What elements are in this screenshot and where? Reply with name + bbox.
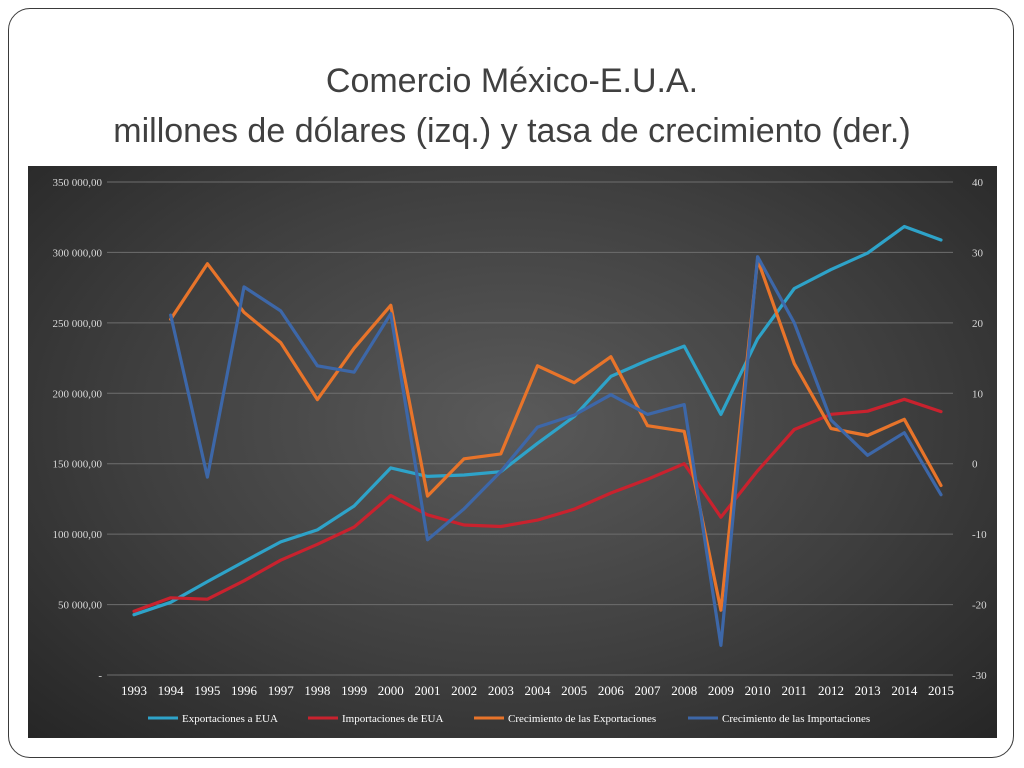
x-tick-label: 1995 [194,683,220,698]
y-left-tick-label: 50 000,00 [58,600,103,612]
x-tick-label: 1997 [268,683,295,698]
slide-title: Comercio México-E.U.A. millones de dólar… [0,56,1024,156]
series-line-exportaciones-a-eua [132,224,943,617]
chart-area: - 50 000,00 100 000,00 150 000,00 200 000,00… [28,166,997,738]
y-right-tick-label: 10 [972,388,984,400]
y-left-tick-label: 200 000,00 [53,388,103,400]
x-tick-label: 2006 [598,683,625,698]
legend-label: Crecimiento de las Importaciones [722,713,870,725]
x-tick-label: 2014 [891,683,918,698]
y-right-tick-label: 30 [972,247,984,259]
x-tick-label: 1999 [341,683,367,698]
title-line-2: millones de dólares (izq.) y tasa de cre… [113,112,911,150]
x-tick-label: 1994 [158,683,185,698]
legend-label: Crecimiento de las Exportaciones [508,713,656,725]
y-right-tick-label: -30 [972,670,987,682]
series-line-crecimiento-de-las-importaciones [169,255,943,647]
y-right-tick-label: 40 [972,177,984,189]
x-tick-label: 1998 [304,683,330,698]
x-tick-label: 2009 [708,683,734,698]
y-right-tick-label: 0 [972,459,978,471]
y-left-tick-label: 150 000,00 [53,459,103,471]
x-tick-label: 2012 [818,683,844,698]
x-tick-label: 1996 [231,683,258,698]
series-line-crecimiento-de-las-exportaciones [169,257,943,612]
title-line-1: Comercio México-E.U.A. [325,62,699,100]
x-tick-label: 2001 [414,683,440,698]
x-tick-label: 2010 [745,683,771,698]
x-tick-label: 2008 [671,683,697,698]
x-tick-label: 2002 [451,683,477,698]
x-tick-label: 2000 [378,683,404,698]
x-tick-label: 2003 [488,683,514,698]
x-tick-label: 2007 [635,683,662,698]
y-left-tick-label: 300 000,00 [53,247,103,259]
y-right-tick-label: 20 [972,318,984,330]
series-line-importaciones-de-eua [132,397,943,613]
y-left-tick-label: 100 000,00 [53,529,103,541]
x-tick-label: 2013 [855,683,881,698]
y-right-tick-label: -10 [972,529,987,541]
y-left-tick-label: 250 000,00 [53,318,103,330]
x-tick-label: 2011 [782,683,808,698]
x-tick-label: 2015 [928,683,954,698]
x-tick-label: 2004 [525,683,552,698]
y-right-tick-label: -20 [972,600,987,612]
x-tick-label: 1993 [121,683,147,698]
y-left-tick-label: 350 000,00 [53,177,103,189]
legend-label: Importaciones de EUA [342,713,443,725]
legend-label: Exportaciones a EUA [182,713,278,725]
y-left-tick-label: - [98,670,102,682]
x-tick-label: 2005 [561,683,587,698]
line-chart: - 50 000,00 100 000,00 150 000,00 200 000,00… [53,177,988,725]
